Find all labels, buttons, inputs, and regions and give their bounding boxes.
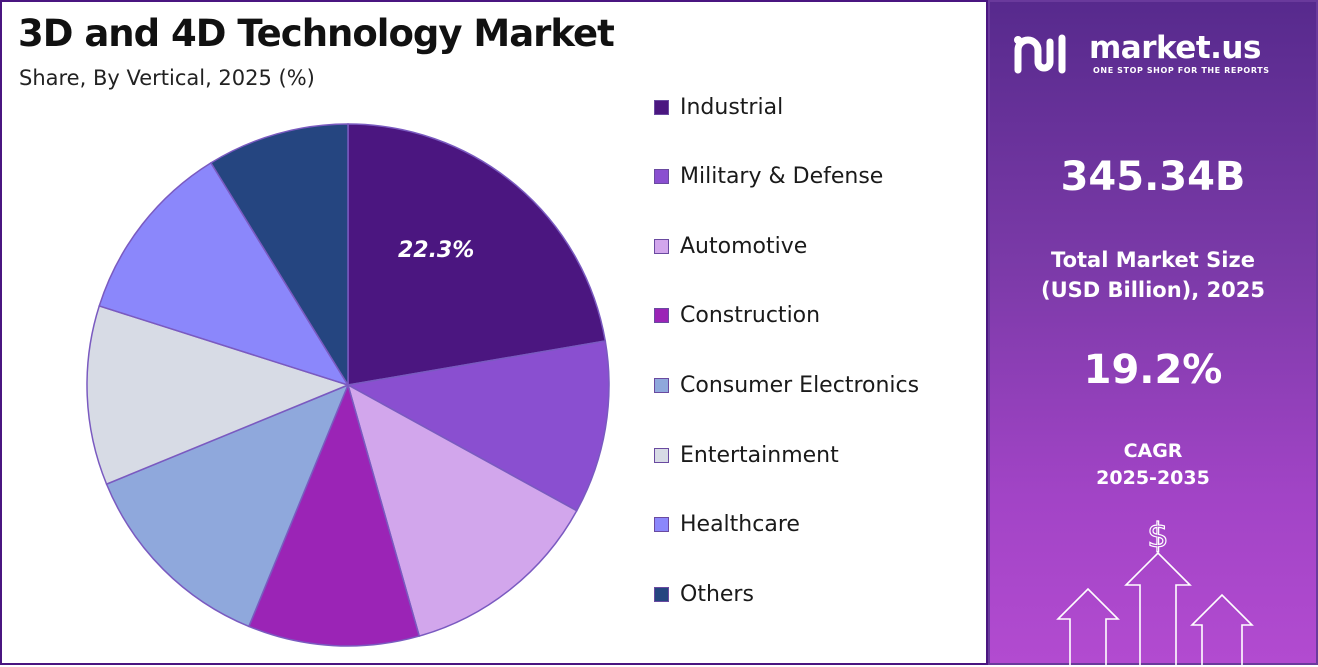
pie-slice-industrial [347, 123, 607, 386]
brand-tagline: ONE STOP SHOP FOR THE REPORTS [1093, 66, 1270, 75]
brand-logo: market.us ONE STOP SHOP FOR THE REPORTS [1012, 30, 1302, 86]
legend-swatch [654, 99, 669, 115]
legend-swatch [654, 169, 669, 185]
legend-item-consumer-electronics: Consumer Electronics [654, 370, 919, 400]
market-summary-panel: market.us ONE STOP SHOP FOR THE REPORTS … [988, 0, 1318, 667]
legend-swatch [654, 308, 669, 324]
market-size-label-line1: Total Market Size [1051, 248, 1255, 272]
legend-swatch [654, 517, 669, 533]
legend-item-military-defense: Military & Defense [654, 162, 883, 192]
growth-arrows-icon: $ [1056, 515, 1254, 667]
chart-title: 3D and 4D Technology Market [18, 12, 615, 55]
cagr-label-line2: 2025-2035 [1096, 467, 1210, 489]
pie-slice-others [209, 123, 349, 388]
brand-name: market.us [1089, 30, 1261, 66]
market-us-logo-icon [1014, 34, 1066, 74]
legend-label: Industrial [680, 94, 784, 120]
pie-slices [86, 123, 610, 647]
chart-subtitle: Share, By Vertical, 2025 (%) [19, 66, 315, 90]
legend-label: Consumer Electronics [680, 372, 920, 398]
cagr-label-line1: CAGR [1123, 440, 1183, 462]
legend-item-industrial: Industrial [654, 92, 783, 122]
pie-slice-military-defense [345, 340, 610, 512]
pie-data-labels: 22.3% [398, 238, 474, 263]
legend-label: Automotive [680, 233, 808, 259]
legend-swatch [654, 447, 669, 463]
legend-item-entertainment: Entertainment [654, 440, 839, 470]
chart-panel: 3D and 4D Technology Market Share, By Ve… [0, 0, 988, 665]
legend-label: Healthcare [680, 512, 800, 538]
market-size-label-line2: (USD Billion), 2025 [1040, 278, 1266, 302]
pie-slice-automotive [346, 383, 578, 638]
legend-label: Others [680, 581, 754, 607]
legend-label: Construction [680, 303, 821, 329]
pie-slice-consumer-electronics [105, 383, 350, 628]
cagr-value: 19.2% [1083, 347, 1223, 393]
legend-label: Entertainment [680, 442, 839, 468]
data-label-industrial: 22.3% [398, 238, 474, 263]
legend-label: Military & Defense [680, 164, 884, 190]
legend-item-construction: Construction [654, 301, 820, 331]
legend-swatch [654, 238, 669, 254]
pie-slice-healthcare [98, 161, 350, 387]
dollar-sign: $ [1147, 516, 1169, 556]
pie-slice-construction [247, 382, 421, 647]
legend-swatch [654, 586, 669, 602]
market-size-value: 345.34B [1060, 154, 1246, 200]
pie-slice-entertainment [86, 304, 351, 486]
pie-chart: 22.3% [86, 123, 610, 647]
legend-item-others: Others [654, 579, 754, 609]
legend-swatch [654, 377, 669, 393]
legend-item-automotive: Automotive [654, 231, 807, 261]
legend-item-healthcare: Healthcare [654, 510, 800, 540]
